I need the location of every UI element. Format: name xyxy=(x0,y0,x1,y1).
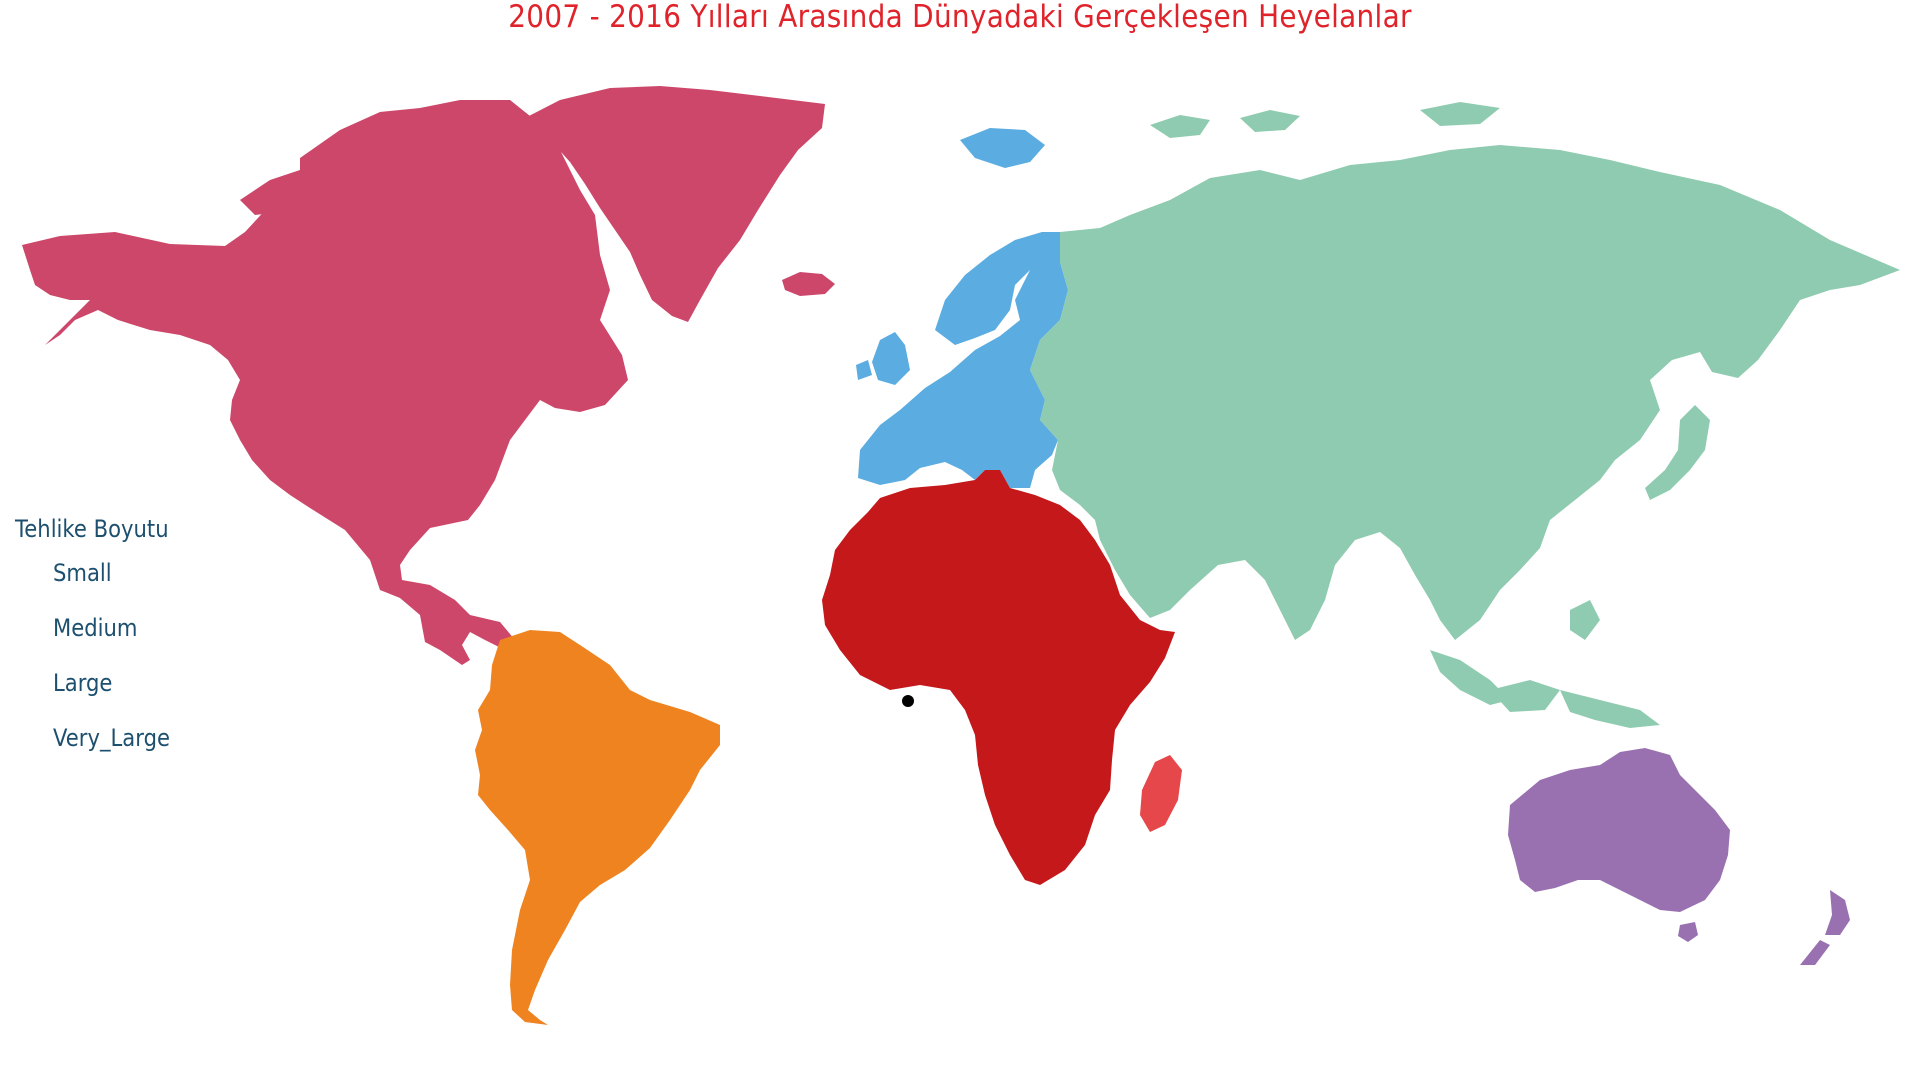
madagascar-shape xyxy=(1140,755,1182,832)
north-america-shape xyxy=(22,100,628,665)
legend: Tehlike Boyutu Small Medium Large Very_L… xyxy=(15,510,190,768)
south-america-shape xyxy=(475,630,720,1025)
region-africa xyxy=(822,470,1182,885)
landslide-marker[interactable] xyxy=(902,695,914,707)
legend-item-large[interactable]: Large xyxy=(53,669,113,697)
legend-items: Small Medium Large Very_Large xyxy=(15,548,190,768)
arctic-islands-shape xyxy=(240,122,470,215)
legend-item-very-large[interactable]: Very_Large xyxy=(53,724,170,752)
arctic-russia-islands-shape xyxy=(1150,102,1500,138)
legend-item-small[interactable]: Small xyxy=(53,559,112,587)
british-isles-shape xyxy=(856,332,910,385)
tasmania-shape xyxy=(1678,922,1698,942)
japan-shape xyxy=(1645,405,1710,500)
svalbard-shape xyxy=(960,128,1045,168)
region-north-america xyxy=(22,86,835,665)
asia-shape xyxy=(1030,145,1900,640)
iceland-shape xyxy=(782,272,835,296)
legend-title: Tehlike Boyutu xyxy=(15,515,169,543)
map-title: 2007 - 2016 Yılları Arasında Dünyadaki G… xyxy=(508,0,1412,35)
region-oceania xyxy=(1508,748,1850,965)
greenland-shape xyxy=(525,86,825,322)
australia-shape xyxy=(1508,748,1730,912)
europe-mainland-shape xyxy=(858,232,1068,488)
southeast-asia-islands-shape xyxy=(1430,600,1660,728)
africa-shape xyxy=(822,470,1175,885)
scandinavia-shape xyxy=(935,232,1060,345)
region-europe xyxy=(856,128,1068,488)
new-zealand-shape xyxy=(1800,890,1850,965)
legend-item-medium[interactable]: Medium xyxy=(53,614,138,642)
region-asia xyxy=(1030,102,1900,728)
region-south-america xyxy=(475,630,720,1025)
